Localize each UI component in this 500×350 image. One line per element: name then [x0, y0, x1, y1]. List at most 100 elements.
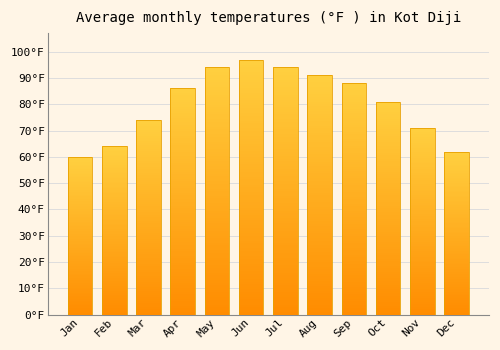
Bar — [444, 173, 469, 174]
Bar — [273, 119, 297, 122]
Bar — [308, 118, 332, 121]
Bar — [444, 176, 469, 178]
Bar — [68, 286, 92, 288]
Bar — [170, 159, 195, 161]
Bar — [102, 152, 126, 153]
Bar — [68, 267, 92, 269]
Bar — [102, 195, 126, 197]
Bar — [273, 110, 297, 112]
Bar — [308, 276, 332, 279]
Bar — [410, 275, 434, 277]
Bar — [376, 274, 400, 277]
Bar — [273, 152, 297, 154]
Bar — [68, 302, 92, 304]
Bar — [68, 272, 92, 274]
Bar — [342, 310, 366, 313]
Bar — [170, 258, 195, 260]
Bar — [136, 276, 161, 278]
Bar — [376, 244, 400, 246]
Bar — [204, 256, 229, 258]
Bar — [102, 261, 126, 262]
Bar — [136, 217, 161, 219]
Bar — [204, 92, 229, 94]
Bar — [170, 279, 195, 281]
Bar — [136, 239, 161, 241]
Bar — [239, 83, 264, 85]
Bar — [102, 251, 126, 252]
Bar — [342, 95, 366, 97]
Bar — [444, 217, 469, 218]
Bar — [376, 195, 400, 197]
Bar — [170, 129, 195, 132]
Bar — [273, 92, 297, 94]
Bar — [170, 156, 195, 159]
Bar — [136, 208, 161, 210]
Bar — [170, 222, 195, 224]
Bar — [239, 103, 264, 105]
Bar — [204, 171, 229, 174]
Bar — [204, 268, 229, 270]
Bar — [376, 228, 400, 230]
Bar — [410, 255, 434, 257]
Bar — [308, 295, 332, 298]
Bar — [204, 236, 229, 238]
Bar — [308, 212, 332, 214]
Bar — [273, 282, 297, 285]
Bar — [170, 292, 195, 294]
Bar — [342, 164, 366, 167]
Bar — [342, 238, 366, 241]
Bar — [308, 166, 332, 169]
Bar — [239, 279, 264, 281]
Bar — [273, 278, 297, 280]
Bar — [410, 137, 434, 139]
Bar — [308, 78, 332, 80]
Bar — [444, 269, 469, 271]
Bar — [342, 148, 366, 150]
Bar — [376, 172, 400, 174]
Bar — [102, 148, 126, 150]
Bar — [102, 288, 126, 289]
Bar — [410, 160, 434, 162]
Bar — [239, 162, 264, 164]
Bar — [376, 148, 400, 150]
Bar — [68, 184, 92, 185]
Bar — [102, 165, 126, 167]
Bar — [410, 176, 434, 178]
Bar — [204, 70, 229, 72]
Bar — [170, 140, 195, 143]
Bar — [376, 279, 400, 281]
Bar — [136, 237, 161, 239]
Bar — [239, 274, 264, 276]
Bar — [342, 204, 366, 206]
Bar — [204, 132, 229, 134]
Bar — [204, 265, 229, 268]
Bar — [342, 278, 366, 280]
Bar — [239, 251, 264, 253]
Bar — [342, 243, 366, 245]
Bar — [136, 313, 161, 315]
Bar — [68, 242, 92, 244]
Bar — [444, 191, 469, 192]
Bar — [102, 286, 126, 288]
Bar — [444, 163, 469, 164]
Bar — [376, 163, 400, 166]
Bar — [273, 147, 297, 149]
Bar — [273, 258, 297, 260]
Bar — [376, 242, 400, 244]
Bar — [308, 190, 332, 192]
Bar — [376, 264, 400, 266]
Bar — [68, 283, 92, 285]
Bar — [376, 287, 400, 289]
Bar — [410, 229, 434, 231]
Bar — [102, 259, 126, 261]
Bar — [273, 270, 297, 273]
Bar — [342, 169, 366, 171]
Bar — [410, 306, 434, 307]
Bar — [239, 202, 264, 205]
Bar — [204, 82, 229, 85]
Bar — [204, 263, 229, 265]
Bar — [102, 212, 126, 214]
Bar — [342, 220, 366, 222]
Bar — [239, 287, 264, 289]
Bar — [273, 300, 297, 302]
